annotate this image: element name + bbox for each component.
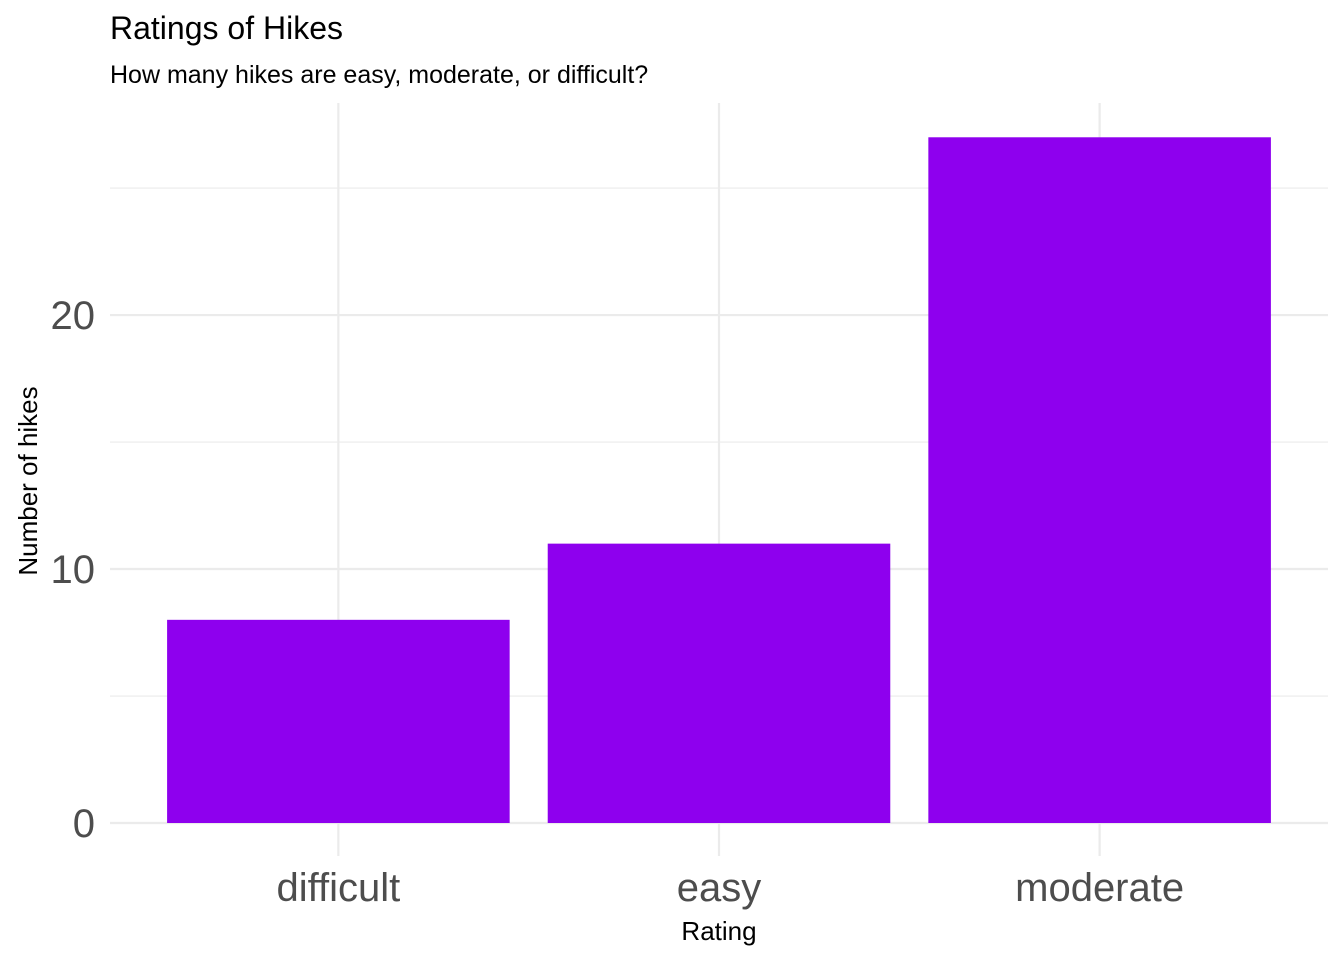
y-tick-label: 10: [51, 548, 96, 592]
y-tick-label: 0: [73, 802, 95, 846]
chart-title: Ratings of Hikes: [110, 10, 343, 46]
chart-subtitle: How many hikes are easy, moderate, or di…: [110, 61, 648, 89]
x-axis-label: Rating: [681, 916, 756, 946]
y-tick-label: 20: [51, 294, 96, 338]
bar-easy: [547, 543, 891, 823]
x-tick-labels: difficult easy moderate: [276, 866, 1184, 910]
bars: [167, 137, 1271, 824]
x-tick-label-moderate: moderate: [1015, 866, 1184, 910]
bar-moderate: [928, 137, 1271, 824]
x-tick-label-difficult: difficult: [276, 866, 400, 910]
bar-difficult: [167, 619, 510, 823]
y-axis-label: Number of hikes: [13, 386, 43, 575]
x-tick-label-easy: easy: [677, 866, 762, 910]
y-tick-labels: 0 10 20: [51, 294, 96, 846]
